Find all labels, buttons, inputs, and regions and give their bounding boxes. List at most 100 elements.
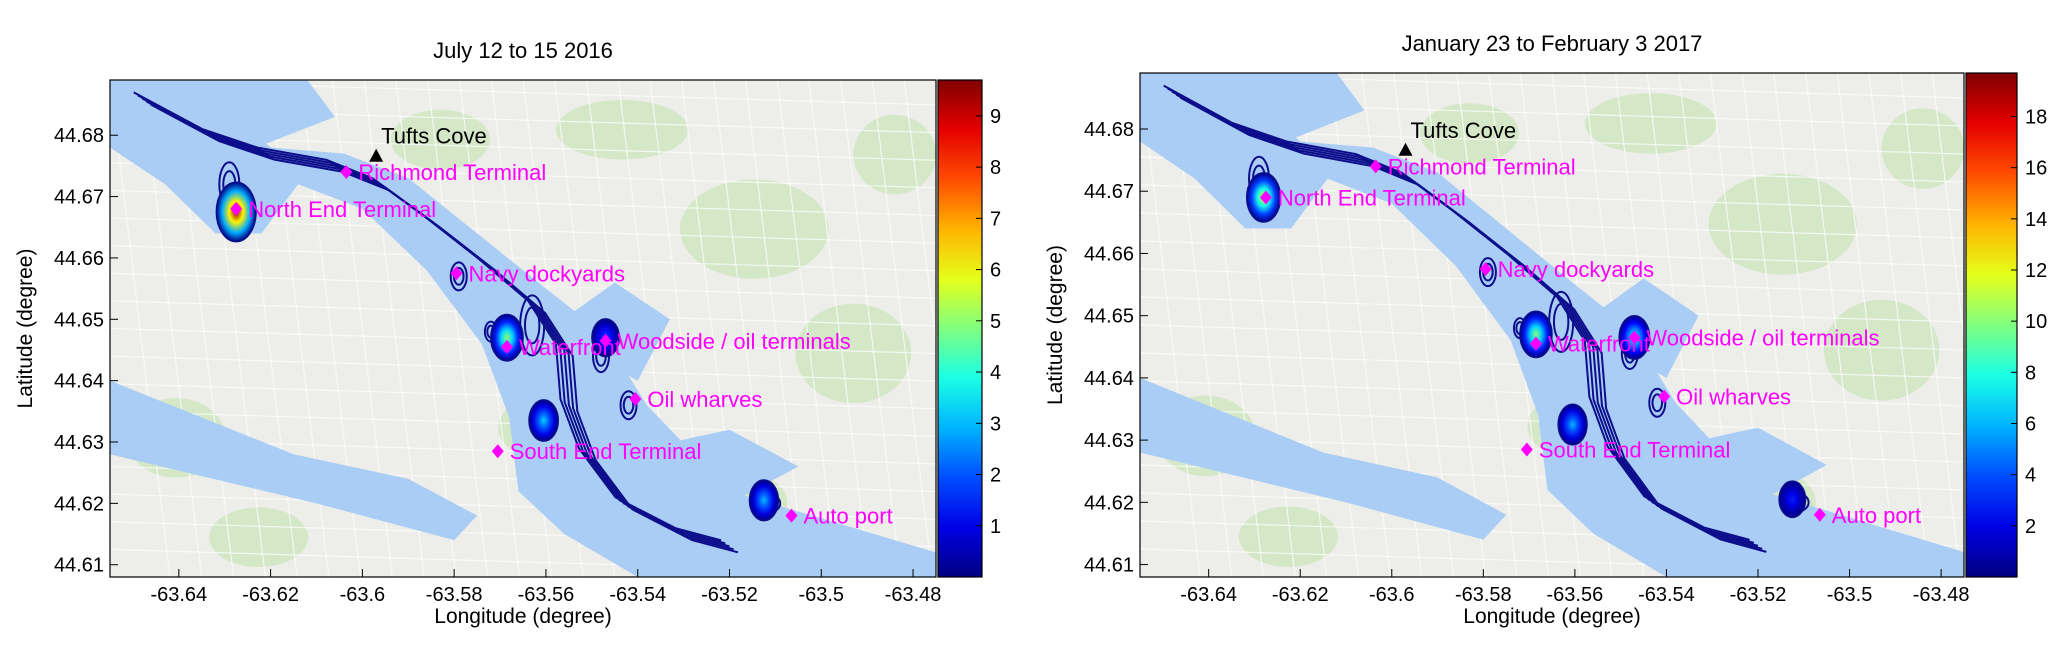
colorbar-tick-label: 14 [2025,209,2047,231]
x-tick-label: -63.56 [1547,584,1604,606]
hotspot-blob [748,479,780,522]
traffic-contour [622,395,635,415]
axes-frame [109,79,937,578]
y-tick-label: 44.64 [1084,368,1134,390]
location-label: South End Terminal [1539,437,1731,462]
eastern-passage-water [614,429,799,504]
street [1424,73,1486,577]
y-tick-label: 44.65 [1084,306,1134,328]
x-tick-label: -63.5 [798,584,844,606]
location-diamond-marker [1628,330,1641,345]
traffic-contour [1648,387,1667,418]
hotspot-blob [1557,403,1588,446]
traffic-contour [1179,96,1767,553]
y-tick-label: 44.63 [1084,430,1134,452]
location-diamond-marker [1259,190,1272,205]
y-tick-label: 44.61 [54,555,104,577]
location-label: Navy dockyards [468,261,625,286]
location-label: Auto port [803,504,892,529]
location-label: Auto port [1832,503,1921,528]
street [1140,240,1964,267]
traffic-contour [1552,302,1570,341]
street [110,245,936,272]
axes-frame [1139,72,1965,578]
location-diamond-marker [450,266,463,281]
y-axis-label: Latitude (degree) [14,249,37,409]
colorbar-tick-label: 16 [2025,158,2047,180]
x-tick-label: -63.54 [1638,584,1695,606]
colorbar-tick-label: 1 [990,516,1001,538]
location-diamond-marker [1369,159,1382,174]
street [1931,73,1964,345]
emission-hotspot [1778,480,1807,519]
colorbar-tick-label: 8 [2025,362,2036,384]
location-label: Oil wharves [1676,385,1791,410]
x-tick-label: -63.52 [701,584,758,606]
location-diamond-marker [629,392,642,407]
colorbar [1965,72,2018,578]
y-tick-label: 44.62 [54,493,104,515]
y-tick-label: 44.67 [54,187,104,209]
y-axis-label: Latitude (degree) [1044,245,1067,405]
x-tick-label: -63.52 [1730,584,1787,606]
x-tick-label: -63.6 [340,584,386,606]
colorbar-tick-label: 4 [990,362,1001,384]
y-tick-label: 44.63 [54,432,104,454]
northwest-arm-water [110,380,478,541]
location-label: Richmond Terminal [358,160,546,185]
x-tick-label: -63.64 [1180,584,1237,606]
street [1804,73,1867,577]
location-diamond-marker [1520,442,1533,457]
park-area [1881,108,1964,189]
street [1868,73,1930,577]
reference-triangle-marker [369,148,384,162]
x-tick-label: -63.56 [518,584,575,606]
reference-label: Tufts Cove [1411,118,1517,143]
location-diamond-marker [500,339,513,354]
location-diamond-marker [230,201,243,216]
street [871,80,934,577]
northwest-arm-water [1140,377,1507,540]
traffic-contour [523,306,541,345]
street [903,80,936,349]
y-tick-label: 44.65 [54,309,104,331]
street [808,80,870,577]
basemap [1140,73,1964,577]
hotspot-blob [1519,310,1553,359]
reference-triangle-marker [1398,142,1413,156]
colorbar-tick-label: 2 [990,465,1001,487]
colorbar-tick-label: 12 [2025,260,2047,282]
location-diamond-marker [1529,336,1542,351]
street [427,80,489,577]
panel-1: July 12 to 15 2016 Tufts Cove Richmond Ter… [14,38,1001,628]
x-axis-label: Longitude (degree) [434,605,611,628]
colorbar-tick-label: 2 [2025,516,2036,538]
emission-hotspot [748,479,780,522]
street [840,80,902,577]
harbour-water [110,80,936,577]
park-area [1584,93,1717,154]
x-tick-label: -63.64 [150,584,207,606]
location-diamond-marker [491,444,504,459]
park-area [679,179,829,279]
street [395,80,457,577]
park-area [1708,173,1857,275]
location-label: Navy dockyards [1498,257,1655,282]
location-diamond-marker [599,333,612,348]
street [744,80,806,577]
park-area [1238,506,1338,567]
y-tick-label: 44.66 [1084,243,1134,265]
colorbar-tick-label: 3 [990,413,1001,435]
location-diamond-marker [340,165,353,180]
location-diamond-marker [1813,507,1826,522]
chart-title: July 12 to 15 2016 [433,38,613,63]
traffic-contour [619,390,638,421]
hotspot-blob [528,399,560,442]
location-label: Woodside / oil terminals [618,329,851,354]
x-tick-label: -63.5 [1827,584,1873,606]
park-area [853,114,936,195]
traffic-contour [150,103,739,554]
colorbar-tick-label: 6 [2025,413,2036,435]
y-tick-label: 44.68 [1084,119,1134,141]
traffic-contour [1651,393,1664,413]
